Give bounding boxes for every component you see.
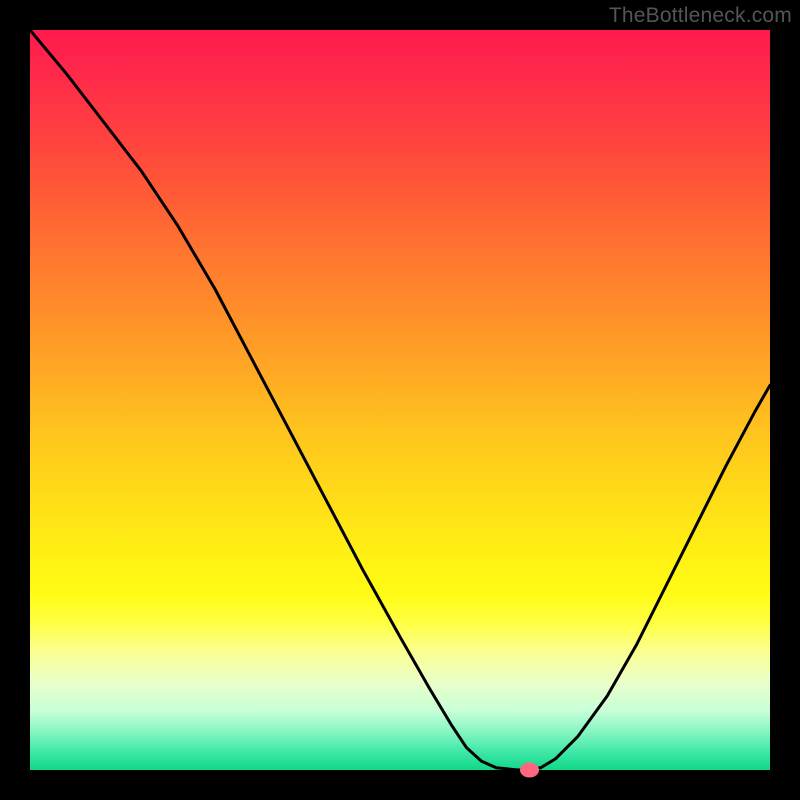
bottleneck-chart: [0, 0, 800, 800]
watermark-text: TheBottleneck.com: [609, 4, 792, 28]
optimal-marker: [521, 763, 539, 777]
chart-container: TheBottleneck.com: [0, 0, 800, 800]
gradient-background: [30, 30, 770, 770]
